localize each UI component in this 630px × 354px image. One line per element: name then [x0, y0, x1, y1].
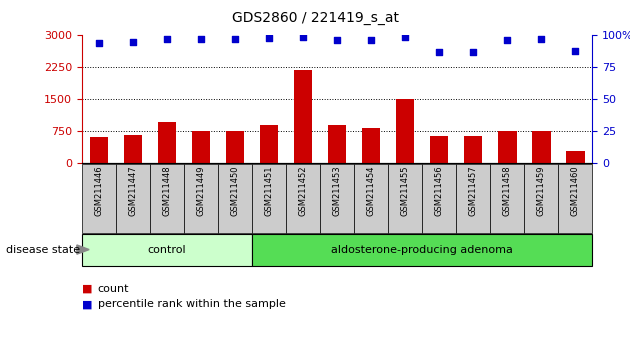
Point: [298, 34, 308, 40]
Text: GDS2860 / 221419_s_at: GDS2860 / 221419_s_at: [231, 11, 399, 25]
Point: [366, 38, 376, 43]
Point: [264, 35, 274, 41]
FancyBboxPatch shape: [184, 164, 218, 233]
Point: [434, 49, 444, 55]
Text: GSM211454: GSM211454: [367, 166, 375, 216]
Bar: [294, 70, 312, 163]
Text: GSM211447: GSM211447: [129, 166, 137, 216]
FancyBboxPatch shape: [82, 234, 252, 266]
FancyBboxPatch shape: [422, 164, 456, 233]
Text: aldosterone-producing adenoma: aldosterone-producing adenoma: [331, 245, 513, 255]
Text: ■: ■: [82, 284, 93, 293]
Bar: [192, 131, 210, 163]
Bar: [532, 131, 551, 163]
Bar: [260, 125, 278, 163]
Bar: [362, 127, 381, 163]
FancyBboxPatch shape: [490, 164, 524, 233]
Text: GSM211446: GSM211446: [94, 166, 103, 216]
Point: [196, 36, 206, 42]
Text: disease state: disease state: [6, 245, 81, 255]
FancyBboxPatch shape: [150, 164, 184, 233]
Bar: [123, 135, 142, 163]
Bar: [226, 131, 244, 163]
Text: GSM211456: GSM211456: [435, 166, 444, 216]
Point: [502, 38, 512, 43]
Point: [400, 34, 410, 40]
FancyBboxPatch shape: [252, 234, 592, 266]
Point: [468, 49, 478, 55]
Text: ■: ■: [82, 299, 93, 309]
Text: GSM211449: GSM211449: [197, 166, 205, 216]
Bar: [328, 125, 347, 163]
FancyBboxPatch shape: [252, 164, 286, 233]
Point: [162, 36, 172, 42]
FancyBboxPatch shape: [320, 164, 354, 233]
Point: [94, 40, 104, 46]
Point: [332, 38, 342, 43]
Polygon shape: [77, 245, 89, 254]
FancyBboxPatch shape: [286, 164, 320, 233]
FancyBboxPatch shape: [524, 164, 558, 233]
Text: GSM211453: GSM211453: [333, 166, 341, 216]
Bar: [498, 131, 517, 163]
FancyBboxPatch shape: [558, 164, 592, 233]
Text: control: control: [147, 245, 186, 255]
Text: GSM211458: GSM211458: [503, 166, 512, 216]
FancyBboxPatch shape: [218, 164, 252, 233]
Bar: [396, 99, 415, 163]
Bar: [566, 150, 585, 163]
Text: GSM211460: GSM211460: [571, 166, 580, 216]
Bar: [464, 136, 483, 163]
Text: GSM211457: GSM211457: [469, 166, 478, 216]
FancyBboxPatch shape: [354, 164, 388, 233]
Point: [128, 39, 138, 45]
Text: GSM211452: GSM211452: [299, 166, 307, 216]
Text: GSM211459: GSM211459: [537, 166, 546, 216]
Point: [230, 36, 240, 42]
Text: GSM211450: GSM211450: [231, 166, 239, 216]
Point: [536, 36, 546, 42]
Point: [570, 48, 580, 53]
Bar: [89, 137, 108, 163]
Text: percentile rank within the sample: percentile rank within the sample: [98, 299, 285, 309]
FancyBboxPatch shape: [456, 164, 490, 233]
Bar: [158, 122, 176, 163]
Text: GSM211451: GSM211451: [265, 166, 273, 216]
FancyBboxPatch shape: [116, 164, 150, 233]
Text: count: count: [98, 284, 129, 293]
Bar: [430, 136, 449, 163]
Text: GSM211448: GSM211448: [163, 166, 171, 216]
FancyBboxPatch shape: [82, 164, 116, 233]
FancyBboxPatch shape: [388, 164, 422, 233]
Text: GSM211455: GSM211455: [401, 166, 410, 216]
